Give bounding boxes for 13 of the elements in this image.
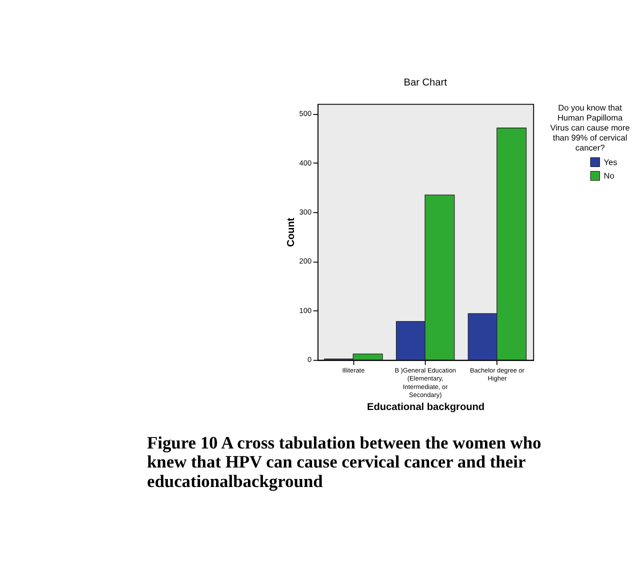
chart-title: Bar Chart [404, 78, 448, 89]
y-tick-label: 0 [307, 355, 312, 364]
y-tick-label: 500 [299, 109, 312, 118]
y-tick-label: 400 [299, 158, 312, 168]
y-axis-title: Count [286, 217, 297, 247]
y-tick-label: 100 [299, 306, 312, 315]
x-axis-title: Educational background [366, 402, 485, 413]
legend-title: Do you know that Human Papilloma Virus can cause more than 99% of cervical cancer? [550, 103, 630, 153]
legend-label: No [604, 172, 615, 181]
legend-label: Yes [604, 158, 618, 167]
y-tick-label: 200 [299, 256, 312, 266]
y-tick-label: 300 [299, 207, 312, 216]
caption: Figure 10 A cross tabulation between the women who knew that HPV can cause cervical cancer and their educationalbackground [146, 432, 542, 491]
